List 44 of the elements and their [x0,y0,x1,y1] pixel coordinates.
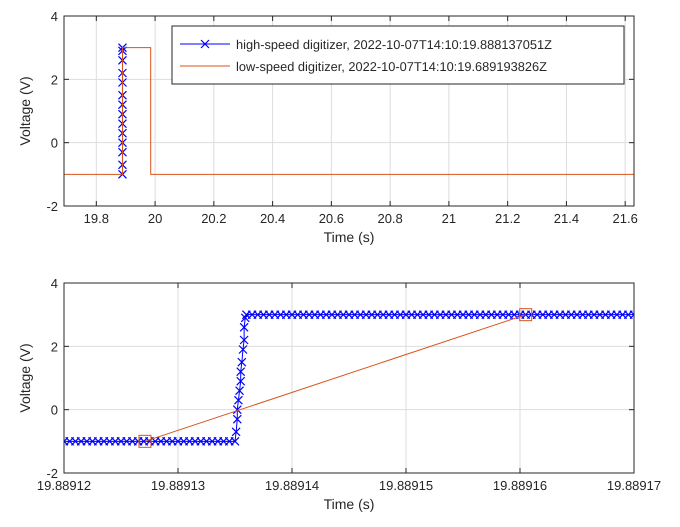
point [118,46,128,56]
point [118,148,128,157]
x-tick-label: 20.2 [201,211,226,226]
y-axis-title: Voltage (V) [17,343,33,413]
y-tick-label: -2 [46,466,58,481]
x-tick-label: 20.6 [318,211,344,226]
legend-label: low-speed digitizer, 2022-10-07T14:10:19.689193826Z [236,59,548,74]
x-axis-title: Time (s) [324,229,374,245]
y-axis-title: Voltage (V) [17,76,33,146]
x-tick-label: 19.88912 [36,478,92,493]
point [118,68,128,78]
x-tick-label: 21.6 [612,211,638,226]
point [118,138,128,148]
point [118,90,128,100]
y-tick-label: 2 [50,339,58,354]
legend-label: high-speed digitizer, 2022-10-07T14:10:19.888137051Z [236,37,552,52]
x-tick-label: 20 [148,211,162,226]
x-tick-label: 19.88913 [150,478,206,493]
point [118,128,128,138]
point [118,170,128,179]
y-tick-label: -2 [46,199,58,214]
y-tick-label: 4 [50,276,58,291]
x-tick-label: 19.8 [84,211,109,226]
x-tick-label: 19.88915 [378,478,434,493]
point [118,78,128,88]
point [118,110,128,119]
point [118,100,128,110]
point [118,119,128,128]
x-tick-label: 21.2 [495,211,520,226]
x-tick-label: 19.88916 [492,478,548,493]
x-tick-label: 20.8 [377,211,403,226]
y-tick-label: 0 [50,402,58,418]
x-tick-label: 19.88914 [264,478,320,493]
x-tick-label: 21.4 [554,211,580,226]
x-axis-title: Time (s) [324,496,374,512]
y-tick-label: 2 [50,72,58,88]
x-tick-label: 19.88917 [606,478,662,493]
x-tick-label: 20.4 [260,211,286,226]
x-tick-label: 21 [442,211,456,226]
point [118,43,128,52]
point [118,160,128,170]
y-tick-label: 4 [50,9,58,24]
point [118,56,128,65]
y-tick-label: 0 [50,136,58,151]
